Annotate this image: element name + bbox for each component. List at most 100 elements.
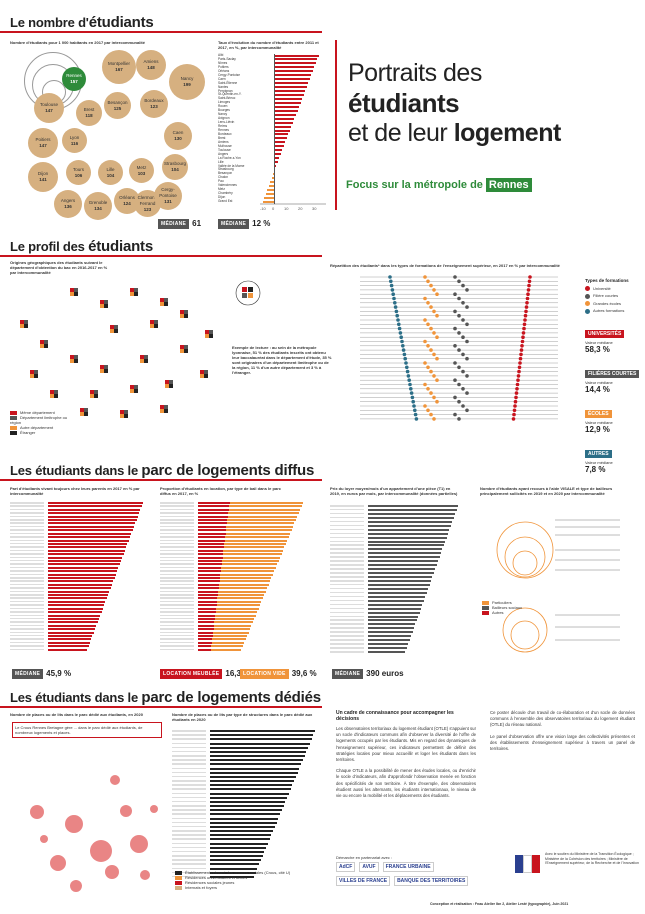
evo-bar [264,196,274,199]
city-name: Caen [172,130,184,135]
dedicated-legend: Établissement relevant des œuvres social… [175,870,325,890]
formation-dot [519,348,524,352]
s3-sub4: Nombre d'étudiants ayant recours à l'aid… [480,486,613,496]
formation-medians: UNIVERSITÉS Valeur médiane 58,3 % FILIÈRES … [585,322,643,482]
origin-square-cluster [180,310,188,318]
median-unfurnished: LOCATION VIDE 39,6 % [240,668,317,679]
formation-median-value: 14,4 % [585,385,610,394]
formation-dot [432,309,436,314]
bar-row [10,648,44,651]
city-name: Orléans [119,195,135,200]
bar-furnished [198,594,218,597]
city-bubble: Caen 130 [164,122,192,150]
city-name: Tours [72,166,84,172]
evo-bar [274,129,290,132]
evo-city-label: Cergy-Pontoise [218,72,240,77]
bar [48,607,103,610]
dedicated-legend-item: Internats et foyers [175,885,325,890]
city-bubble: Rennes 157 [62,67,86,91]
bar-unfurnished [219,580,271,583]
bar [48,617,99,620]
formation-dot [453,326,457,331]
bar [368,524,451,527]
bar-row [160,522,194,524]
evo-city-label: Chambéry [218,191,233,196]
bar-furnished [198,611,216,614]
formation-dot [523,318,527,322]
bar-row [160,628,194,630]
evo-city-label: Bordeaux [218,131,232,136]
evo-city-label: La Roche-s-Yon [218,155,241,160]
evo-zero-axis [274,54,275,204]
bar [48,570,118,573]
bar [48,512,140,515]
section-2-rule [0,255,322,257]
bar-furnished [198,549,224,552]
bar [48,631,94,634]
city-value: 123 [143,206,152,212]
bar-furnished [198,634,213,637]
formation-dot [461,352,465,357]
evo-city-label: Valenciennes [218,183,237,188]
bar-row [10,621,44,623]
bar-row [330,611,364,614]
formation-dot [457,296,461,301]
dedicated-map [10,745,170,905]
bar [210,809,282,812]
bar-row [10,525,44,528]
formation-dot [399,335,403,339]
formation-dot [432,374,436,378]
bar [368,572,434,575]
origin-square-cluster [130,385,138,393]
formation-dot [401,348,406,352]
bar-row [172,796,206,799]
bar [368,528,450,531]
bar [210,746,308,749]
formation-dot [423,339,427,344]
section-1-rule [0,31,322,33]
formation-median-block: FILIÈRES COURTES Valeur médiane 14,4 % [585,362,643,394]
bar-unfurnished [217,597,263,600]
rent-type-chart [160,502,310,652]
evo-bar [274,109,298,112]
evo-bar [274,125,292,128]
bar [210,767,300,770]
formation-dot [398,331,403,335]
bar-row [10,512,44,514]
bar-row [10,587,44,589]
bar-furnished [198,645,212,648]
visale-legend-item: Bailleurs sociaux [482,605,532,610]
evo-city-label: Avignon [218,116,230,121]
evo-city-label: Caen [218,76,226,81]
bar-row [160,597,194,599]
formation-median-label: Valeur médiane [585,460,613,465]
bar-row [172,850,206,853]
bar-row [10,519,44,521]
bar-row [10,536,44,538]
bar-row [160,634,194,637]
bar-row [160,549,194,552]
footer-credit: Conception et réalisation : Fnau Atelier… [430,902,569,906]
bar-row [160,512,194,514]
formation-dot [426,344,430,348]
title-line-3: et de leur logement [348,119,561,147]
bar-row [10,556,44,559]
bar-unfurnished [225,532,291,535]
formation-dot [429,348,433,352]
bar-row [160,638,194,640]
formation-dot [465,356,469,361]
bar-row [172,805,206,807]
evo-bar [274,113,296,116]
bar-row [10,573,44,576]
bar-row [330,583,364,586]
evo-city-label: Strasbourg [218,167,234,172]
formation-dot [465,374,469,378]
bar [48,563,120,566]
bar [210,730,315,732]
bar [210,859,261,862]
bar-furnished [198,628,214,631]
bar-furnished [198,580,220,583]
city-value: 199 [183,82,191,87]
city-bubble: Montpellier 167 [102,50,136,84]
origin-square-cluster [40,340,48,348]
